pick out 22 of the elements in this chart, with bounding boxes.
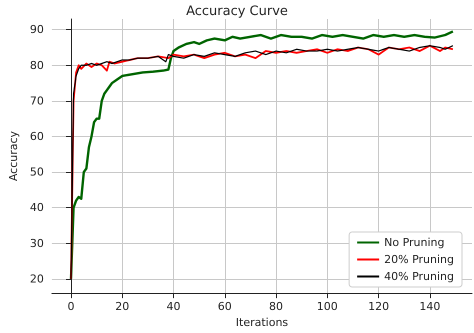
legend-label: 20% Pruning [384,253,454,266]
x-axis-title: Iterations [236,316,288,329]
x-tick-label: 60 [218,300,232,314]
y-tick-label: 50 [30,166,44,179]
x-tick-label: 20 [115,300,130,314]
y-tick-label: 60 [30,130,44,143]
legend-label: No Pruning [384,236,445,249]
y-tick-label: 90 [30,23,44,36]
y-tick-label: 30 [30,236,44,250]
legend-label: 40% Pruning [384,270,454,283]
x-tick-label: 120 [368,300,390,314]
x-tick-label: 100 [316,300,338,314]
chart-title: Accuracy Curve [186,4,288,19]
y-tick-label: 80 [30,58,44,72]
y-axis-title: Accuracy [7,130,20,182]
x-tick-label: 0 [67,300,74,314]
x-tick-label: 80 [269,300,284,314]
x-tick-label: 140 [419,300,440,314]
x-tick-label: 40 [166,300,181,314]
y-tick-label: 40 [30,201,44,214]
y-tick-label: 70 [30,94,44,108]
y-tick-label: 20 [30,272,44,286]
